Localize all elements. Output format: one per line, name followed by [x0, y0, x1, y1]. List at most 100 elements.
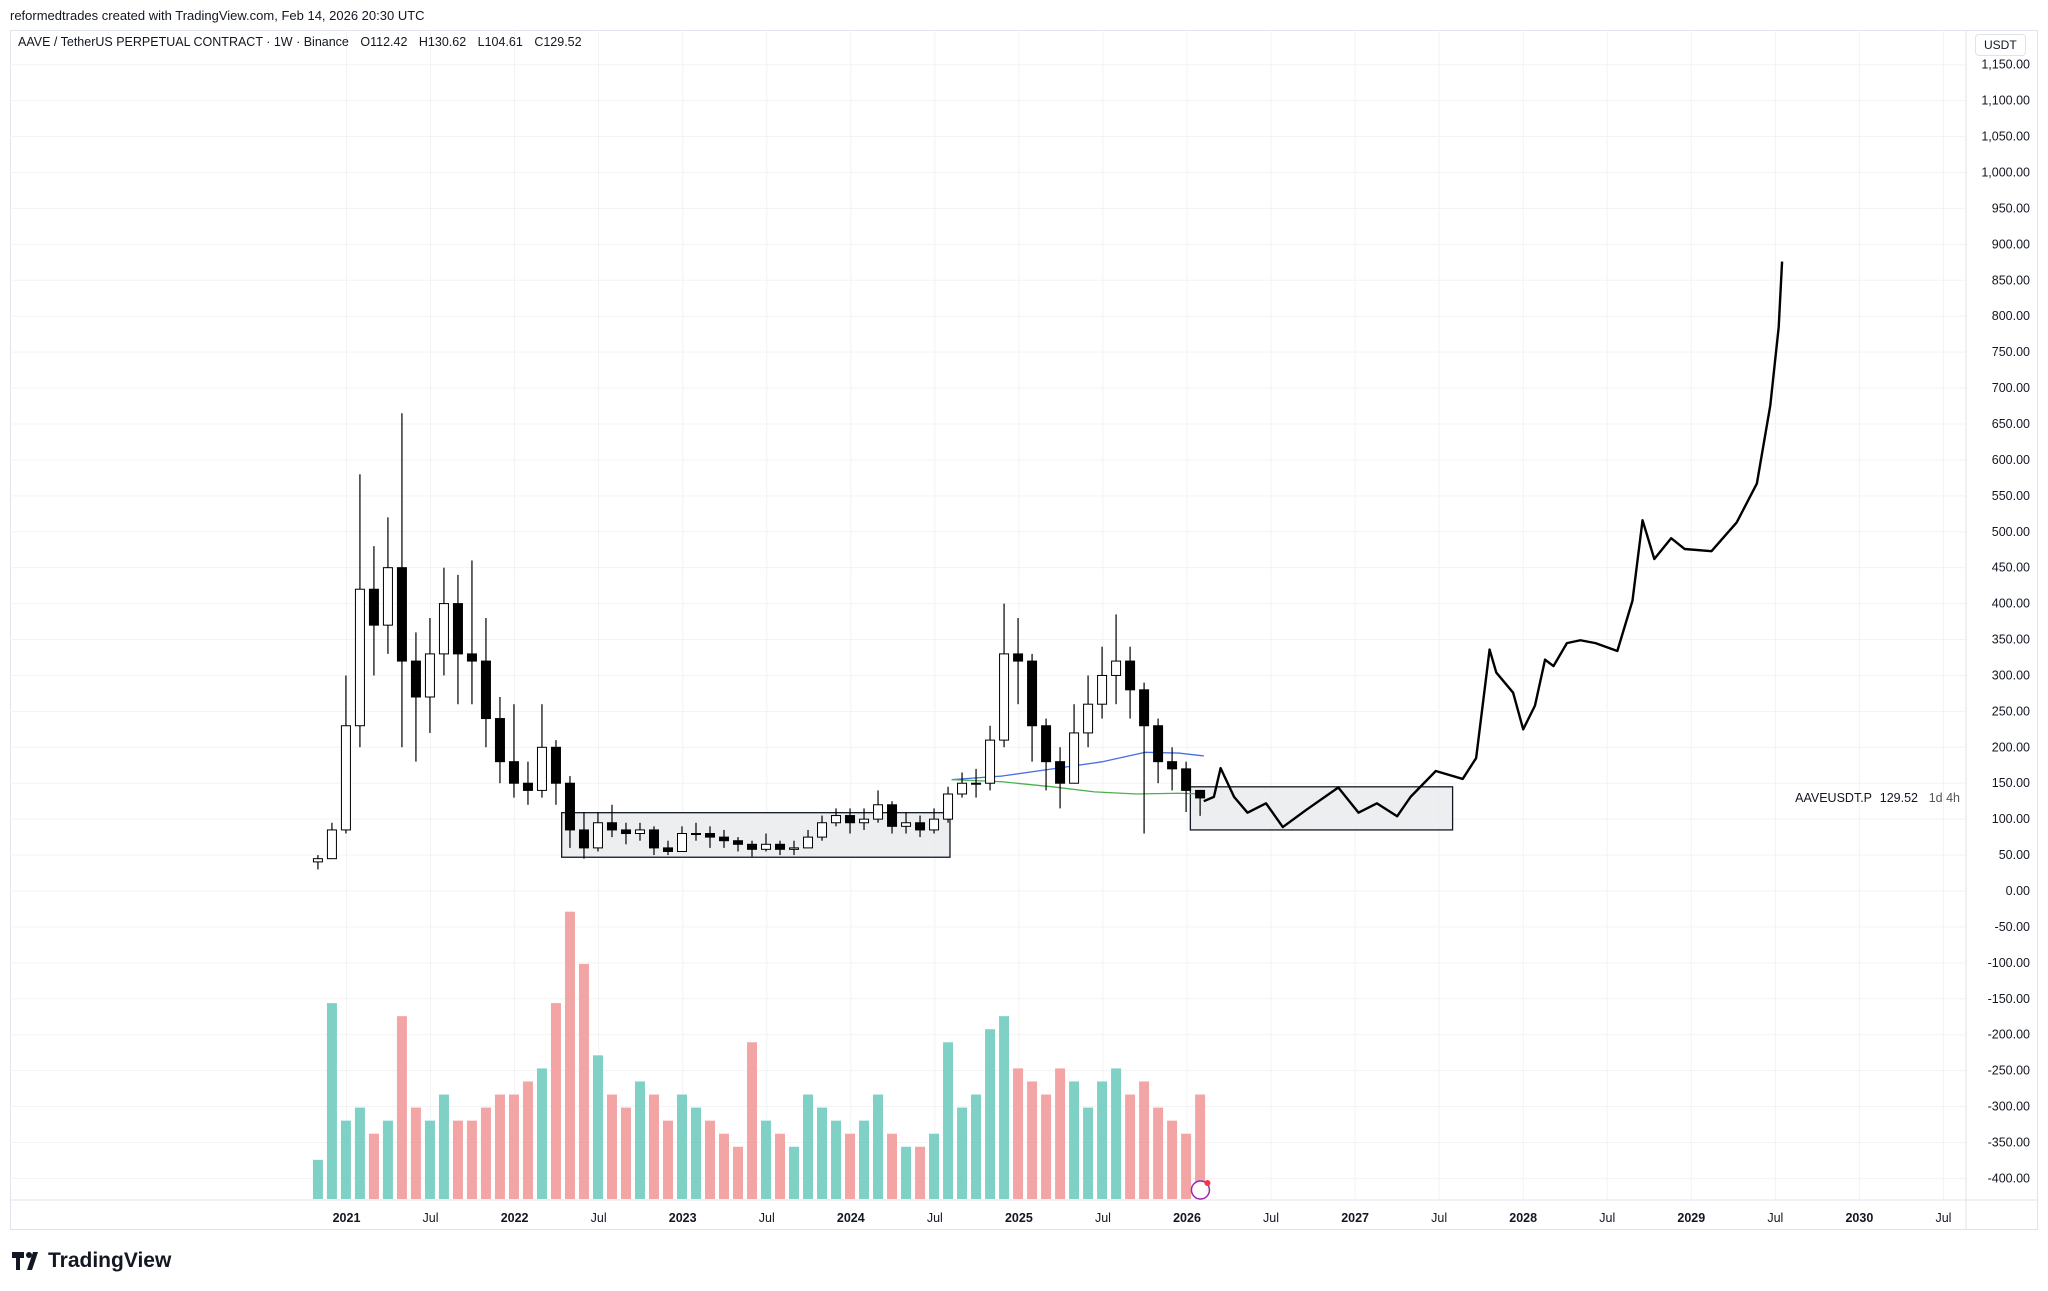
- moving-average-blue: [951, 751, 1204, 781]
- volume-bar: [971, 1094, 982, 1199]
- volume-bar: [340, 1120, 351, 1199]
- volume-bar: [662, 1120, 673, 1199]
- y-tick-label: -150.00: [1988, 992, 2030, 1006]
- x-tick-label: Jul: [1431, 1211, 1447, 1225]
- x-tick-label: 2025: [1005, 1211, 1033, 1225]
- y-tick-label: 1,050.00: [1981, 130, 2030, 144]
- volume-bar: [817, 1107, 828, 1199]
- ohlc-low: L104.61: [477, 35, 523, 49]
- y-tick-label: 850.00: [1992, 273, 2030, 287]
- y-tick-label: -250.00: [1988, 1064, 2030, 1078]
- x-tick-label: Jul: [1935, 1211, 1951, 1225]
- candle-body: [943, 793, 954, 820]
- candle-body: [676, 833, 687, 852]
- y-tick-label: -100.00: [1988, 956, 2030, 970]
- candle-body: [803, 836, 814, 849]
- y-tick-label: 650.00: [1992, 417, 2030, 431]
- volume-bar: [424, 1120, 435, 1199]
- y-tick-label: 550.00: [1992, 489, 2030, 503]
- volume-bar: [480, 1107, 491, 1199]
- volume-bar: [620, 1107, 631, 1199]
- candle-body: [1013, 653, 1024, 662]
- price-tag: 1d 4h 129.52 AAVEUSDT.P: [1795, 791, 1960, 805]
- chart-credit: reformedtrades created with TradingView.…: [10, 8, 425, 23]
- volume-bar: [1069, 1081, 1080, 1199]
- y-tick-label: -200.00: [1988, 1028, 2030, 1042]
- candle-body: [578, 829, 589, 849]
- candle-body: [536, 746, 547, 791]
- candle-body: [508, 761, 519, 784]
- candle-body: [522, 782, 533, 791]
- candle-body: [1195, 789, 1206, 799]
- volume-bar: [775, 1133, 786, 1199]
- volume-bar: [1153, 1107, 1164, 1199]
- y-tick-label: 900.00: [1992, 237, 2030, 251]
- candle-body: [999, 653, 1010, 741]
- candle-body: [719, 836, 730, 842]
- y-tick-label: -50.00: [1995, 920, 2030, 934]
- tradingview-logo[interactable]: TradingView: [12, 1249, 171, 1273]
- volume-bar: [676, 1094, 687, 1199]
- candle-body: [424, 653, 435, 698]
- y-tick-label: 200.00: [1992, 740, 2030, 754]
- candle-body: [775, 843, 786, 850]
- candle-body: [1167, 761, 1178, 770]
- y-tick-label: 450.00: [1992, 561, 2030, 575]
- candle-body: [1125, 660, 1136, 691]
- candle-body: [1181, 768, 1192, 791]
- candle-body: [634, 829, 645, 835]
- candle-body: [831, 815, 842, 824]
- volume-bar: [845, 1133, 856, 1199]
- volume-bar: [704, 1120, 715, 1199]
- candle-body: [648, 829, 659, 849]
- moving-average-green: [951, 778, 1204, 795]
- candle-body: [340, 725, 351, 831]
- y-tick-label: 300.00: [1992, 668, 2030, 682]
- candle-body: [438, 603, 449, 655]
- candle-body: [354, 588, 365, 727]
- candle-body: [733, 840, 744, 845]
- volume-bar: [1097, 1081, 1108, 1199]
- candle-body: [915, 822, 926, 831]
- volume-bar: [690, 1107, 701, 1199]
- x-tick-label: Jul: [1263, 1211, 1279, 1225]
- volume-bar: [999, 1016, 1010, 1199]
- volume-bar: [789, 1146, 800, 1199]
- y-tick-label: 150.00: [1992, 776, 2030, 790]
- x-tick-label: Jul: [759, 1211, 775, 1225]
- volume-bar: [831, 1120, 842, 1199]
- candle-body: [887, 804, 898, 827]
- x-tick-label: Jul: [1599, 1211, 1615, 1225]
- x-tick-label: 2028: [1509, 1211, 1537, 1225]
- volume-bar: [648, 1094, 659, 1199]
- candle-body: [901, 822, 912, 827]
- candle-body: [1111, 660, 1122, 676]
- volume-bar: [536, 1068, 547, 1199]
- volume-bar: [1055, 1068, 1066, 1199]
- candle-body: [929, 818, 940, 831]
- volume-bar: [312, 1159, 323, 1199]
- volume-bar: [1041, 1094, 1052, 1199]
- y-tick-label: 1,150.00: [1981, 58, 2030, 72]
- y-tick-label: 800.00: [1992, 309, 2030, 323]
- x-tick-label: 2030: [1845, 1211, 1873, 1225]
- volume-bar: [494, 1094, 505, 1199]
- y-tick-label: 500.00: [1992, 525, 2030, 539]
- candle-body: [1041, 725, 1052, 763]
- price-tag-value: 129.52: [1880, 791, 1918, 805]
- range-box: [1189, 786, 1454, 831]
- y-tick-label: 600.00: [1992, 453, 2030, 467]
- x-tick-label: Jul: [1767, 1211, 1783, 1225]
- candle-body: [845, 815, 856, 824]
- volume-bar: [901, 1146, 912, 1199]
- symbol-title[interactable]: AAVE / TetherUS PERPETUAL CONTRACT · 1W …: [18, 35, 349, 49]
- y-tick-label: 350.00: [1992, 633, 2030, 647]
- currency-unit-button[interactable]: USDT: [1975, 34, 2026, 56]
- x-tick-label: 2022: [501, 1211, 529, 1225]
- volume-bar: [438, 1094, 449, 1199]
- candle-body: [494, 718, 505, 763]
- volume-bar: [326, 1003, 337, 1199]
- y-tick-label: 50.00: [1999, 848, 2030, 862]
- volume-bar: [915, 1146, 926, 1199]
